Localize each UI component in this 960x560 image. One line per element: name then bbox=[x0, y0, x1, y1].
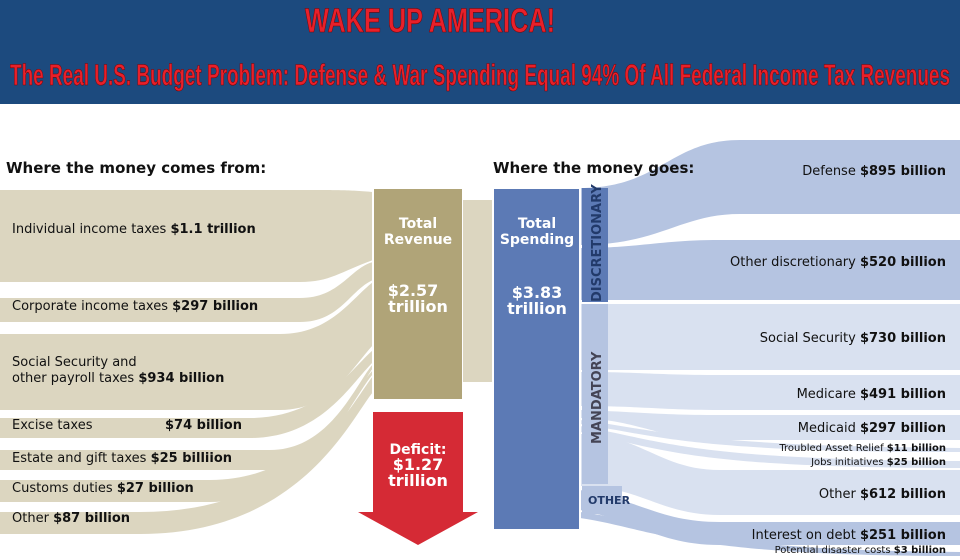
destination-label: Troubled Asset Relief $11 billion bbox=[778, 443, 946, 454]
destination-label: Medicare $491 billion bbox=[797, 387, 946, 402]
destination-name: Defense bbox=[802, 164, 856, 179]
destination-label: Potential disaster costs $3 billion bbox=[775, 545, 946, 556]
mandatory-bar bbox=[582, 304, 608, 484]
source-name: Customs duties bbox=[12, 481, 113, 496]
spending-amount: $3.83 bbox=[512, 283, 563, 302]
destination-amount: $895 billion bbox=[860, 164, 946, 179]
destination-amount: $3 billion bbox=[894, 545, 946, 556]
destination-label: Social Security $730 billion bbox=[760, 331, 946, 346]
header-band bbox=[0, 0, 960, 104]
destination-name: Other bbox=[819, 487, 857, 502]
source-name: other payroll taxes bbox=[12, 371, 134, 386]
source-flows bbox=[0, 190, 373, 534]
revenue-label: Revenue bbox=[384, 232, 452, 248]
source-name: Estate and gift taxes bbox=[12, 451, 147, 466]
source-label: Excise taxes bbox=[12, 418, 93, 433]
subtitle: The Real U.S. Budget Problem: Defense & … bbox=[10, 59, 950, 92]
destination-name: Interest on debt bbox=[752, 528, 856, 543]
source-amount: $297 billion bbox=[172, 299, 258, 314]
destinations-heading: Where the money goes: bbox=[493, 159, 694, 177]
source-name: Individual income taxes bbox=[12, 222, 167, 237]
destination-amount: $25 billion bbox=[887, 457, 946, 468]
spending-box bbox=[492, 187, 581, 531]
spending-label: Total bbox=[518, 216, 556, 232]
destination-amount: $730 billion bbox=[860, 331, 946, 346]
sources-heading: Where the money comes from: bbox=[6, 159, 266, 177]
destination-name: Troubled Asset Relief bbox=[778, 443, 884, 454]
group-label: DISCRETIONARY bbox=[590, 184, 605, 302]
deficit-unit: trillion bbox=[388, 471, 448, 490]
destination-label: Jobs initiatives $25 billion bbox=[810, 457, 946, 468]
revenue-unit: trillion bbox=[388, 297, 448, 316]
source-name: Social Security and bbox=[12, 355, 137, 370]
destination-name: Medicare bbox=[797, 387, 856, 402]
destination-label: Medicaid $297 billion bbox=[798, 421, 946, 436]
deficit-arrow bbox=[358, 412, 478, 545]
group-label: MANDATORY bbox=[590, 351, 605, 444]
source-label: Individual income taxes $1.1 trillion bbox=[12, 222, 256, 237]
revenue-label: Total bbox=[399, 216, 437, 232]
source-name: Corporate income taxes bbox=[12, 299, 168, 314]
destination-amount: $612 billion bbox=[860, 487, 946, 502]
source-label: Estate and gift taxes $25 billiion bbox=[12, 451, 232, 466]
mandatory-flows bbox=[580, 304, 960, 515]
destination-amount: $251 billion bbox=[860, 528, 946, 543]
deficit-label: Deficit: bbox=[390, 442, 447, 458]
source-label: Social Security and bbox=[12, 355, 137, 370]
source-label: Customs duties $27 billion bbox=[12, 481, 194, 496]
group-label: OTHER bbox=[588, 494, 631, 507]
spending-label: Spending bbox=[500, 232, 574, 248]
discretionary-bar bbox=[582, 188, 608, 302]
destination-name: Medicaid bbox=[798, 421, 856, 436]
spending-unit: trillion bbox=[507, 299, 567, 318]
source-amount: $27 billion bbox=[117, 481, 194, 496]
destination-amount: $491 billion bbox=[860, 387, 946, 402]
other-bar bbox=[582, 486, 622, 514]
destination-name: Jobs initiatives bbox=[810, 457, 884, 468]
discretionary-flows bbox=[580, 140, 960, 300]
source-name: Excise taxes bbox=[12, 418, 93, 433]
destination-name: Other discretionary bbox=[730, 255, 856, 270]
destination-label: Interest on debt $251 billion bbox=[752, 528, 946, 543]
deficit-amount: $1.27 bbox=[393, 455, 444, 474]
source-label: other payroll taxes $934 billion bbox=[12, 371, 224, 386]
source-name: Other bbox=[12, 511, 50, 526]
other-flows bbox=[580, 490, 960, 556]
totals: Total Revenue $2.57 trillion Deficit: $1… bbox=[384, 216, 574, 490]
source-amount: $74 billion bbox=[165, 418, 242, 433]
destination-amount: $11 billion bbox=[887, 443, 946, 454]
destination-name: Social Security bbox=[760, 331, 856, 346]
revenue-amount: $2.57 bbox=[388, 281, 439, 300]
title: WAKE UP AMERICA! bbox=[305, 2, 555, 40]
destination-label: Other discretionary $520 billion bbox=[730, 255, 946, 270]
source-amount: $1.1 trillion bbox=[170, 222, 255, 237]
labels: Individual income taxes $1.1 trillion Cor… bbox=[12, 164, 946, 556]
destination-amount: $297 billion bbox=[860, 421, 946, 436]
source-label: Other $87 billion bbox=[12, 511, 130, 526]
destination-label: Defense $895 billion bbox=[802, 164, 946, 179]
destination-label: Other $612 billion bbox=[819, 487, 946, 502]
source-amount: $87 billion bbox=[53, 511, 130, 526]
destination-name: Potential disaster costs bbox=[775, 545, 891, 556]
destination-amount: $520 billion bbox=[860, 255, 946, 270]
source-amount: $25 billiion bbox=[151, 451, 232, 466]
source-label: Corporate income taxes $297 billion bbox=[12, 299, 258, 314]
source-amount: $934 billion bbox=[138, 371, 224, 386]
